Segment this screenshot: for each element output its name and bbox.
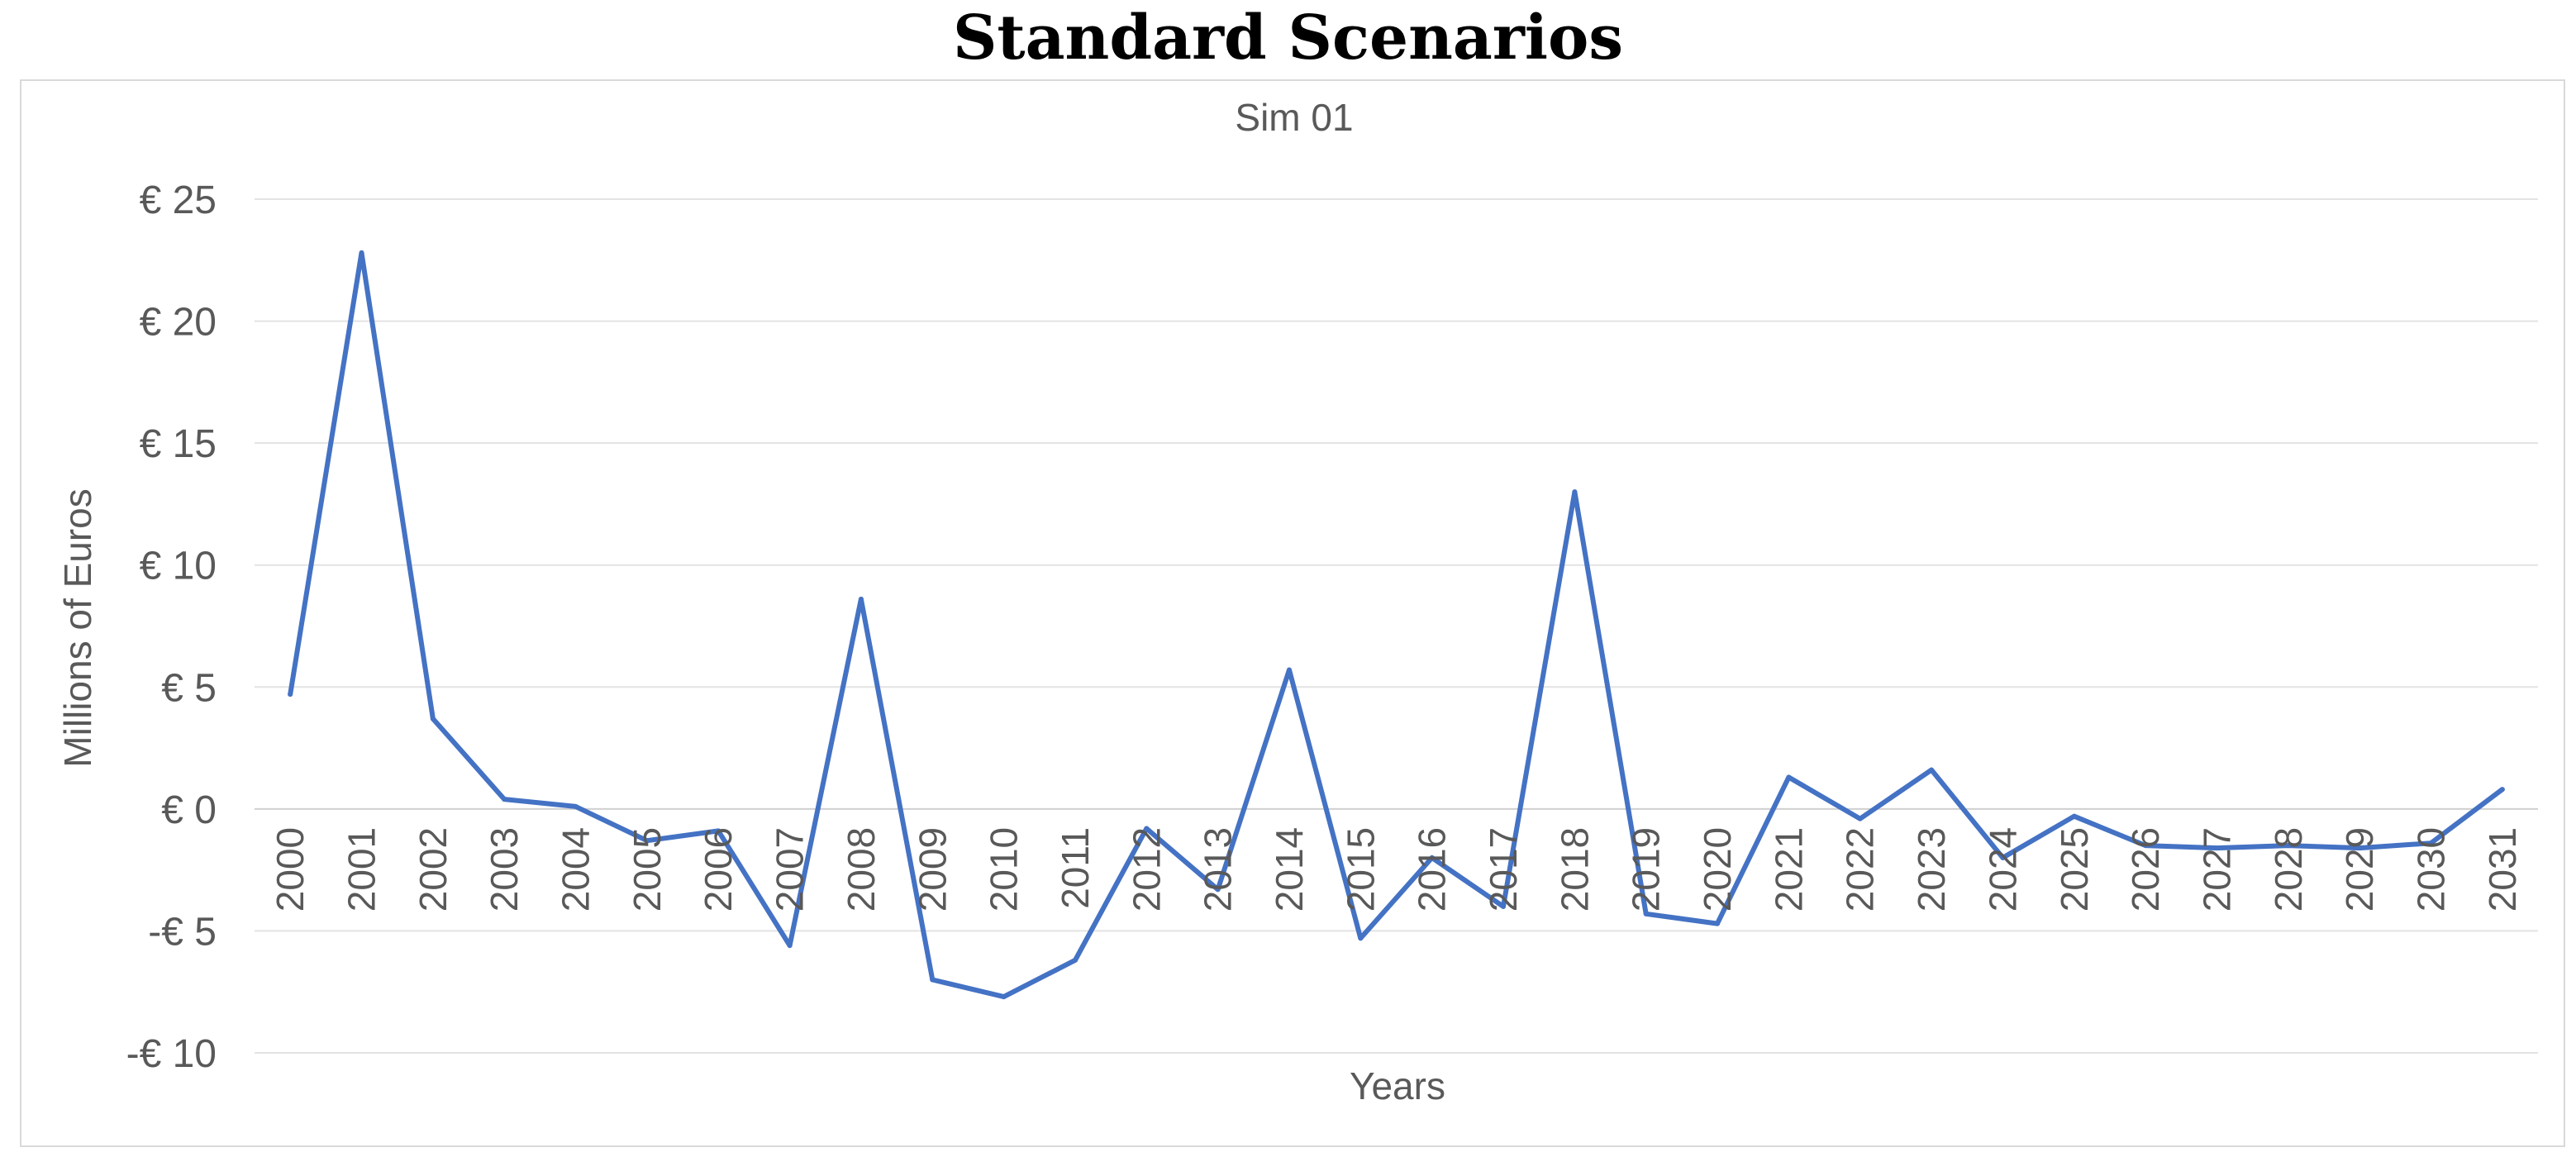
x-tick-label: 2003 bbox=[483, 827, 526, 912]
data-point bbox=[288, 692, 293, 698]
x-tick-label: 2018 bbox=[1553, 827, 1596, 912]
x-tick-label: 2027 bbox=[2195, 827, 2238, 912]
y-tick-label: € 5 bbox=[161, 666, 217, 710]
x-tick-label: 2023 bbox=[1910, 827, 1953, 912]
x-tick-label: 2007 bbox=[769, 827, 812, 912]
y-tick-label: -€ 10 bbox=[126, 1032, 217, 1076]
data-point bbox=[1429, 855, 1435, 860]
x-axis-title: Years bbox=[1350, 1064, 1445, 1107]
data-point bbox=[787, 943, 793, 949]
x-tick-label: 2005 bbox=[626, 827, 669, 912]
data-point bbox=[2285, 843, 2291, 849]
data-point bbox=[1001, 994, 1007, 1000]
y-tick-label: € 15 bbox=[140, 422, 217, 466]
x-tick-label: 2008 bbox=[840, 827, 883, 912]
x-tick-label: 2014 bbox=[1268, 827, 1311, 912]
data-point bbox=[2428, 840, 2434, 846]
x-tick-label: 2001 bbox=[340, 827, 383, 912]
x-tick-label: 2004 bbox=[555, 827, 598, 912]
x-tick-label: 2029 bbox=[2338, 827, 2381, 912]
x-tick-label: 2011 bbox=[1054, 827, 1097, 909]
data-point bbox=[2143, 843, 2149, 849]
data-point bbox=[1286, 667, 1292, 673]
data-point bbox=[2000, 855, 2006, 860]
x-tick-label: 2022 bbox=[1839, 827, 1882, 912]
data-point bbox=[1643, 911, 1649, 917]
gridlines bbox=[255, 198, 2538, 1054]
data-point bbox=[1929, 767, 1935, 773]
chart-frame: € 25 € 20 € 15 € 10 € 5 € 0 -€ 5 -€ 10 2000 2001… bbox=[20, 79, 2565, 1147]
x-tick-label: 2030 bbox=[2409, 827, 2452, 912]
data-point bbox=[1358, 936, 1364, 941]
data-point bbox=[644, 838, 650, 844]
x-tick-label: 2002 bbox=[412, 827, 455, 912]
y-tick-label: € 20 bbox=[140, 301, 217, 345]
series-line bbox=[288, 250, 2505, 1000]
x-tick-label: 2021 bbox=[1767, 827, 1810, 912]
x-tick-label: 2026 bbox=[2124, 827, 2167, 912]
data-point bbox=[716, 828, 721, 834]
data-point bbox=[1072, 957, 1078, 963]
x-tick-label: 2025 bbox=[2053, 827, 2096, 912]
x-tick-label: 2031 bbox=[2481, 827, 2524, 912]
data-point bbox=[1572, 489, 1578, 495]
data-point bbox=[1715, 921, 1721, 926]
x-tick-label: 2012 bbox=[1125, 827, 1168, 912]
page-title: Standard Scenarios bbox=[952, 2, 1623, 74]
data-point bbox=[430, 716, 436, 721]
x-tick-label: 2019 bbox=[1625, 827, 1668, 912]
data-point bbox=[1215, 887, 1221, 893]
x-tick-label: 2009 bbox=[911, 827, 954, 912]
x-tick-label: 2015 bbox=[1339, 827, 1382, 912]
data-point bbox=[573, 803, 579, 809]
x-tick-label: 2020 bbox=[1696, 827, 1739, 912]
series-layer bbox=[288, 250, 2505, 1000]
data-point bbox=[1501, 903, 1507, 909]
y-tick-label: -€ 5 bbox=[148, 910, 217, 954]
x-tick-label: 2010 bbox=[983, 827, 1026, 912]
data-point bbox=[2499, 787, 2505, 793]
line-chart: € 25 € 20 € 15 € 10 € 5 € 0 -€ 5 -€ 10 2000 2001… bbox=[56, 96, 2538, 1107]
data-point bbox=[502, 797, 507, 802]
data-point bbox=[359, 250, 364, 255]
x-tick-label: 2016 bbox=[1411, 827, 1454, 912]
data-point bbox=[1786, 774, 1792, 780]
y-axis-ticks: € 25 € 20 € 15 € 10 € 5 € 0 -€ 5 -€ 10 bbox=[126, 179, 217, 1076]
y-axis-title: Millions of Euros bbox=[56, 488, 99, 767]
y-tick-label: € 0 bbox=[161, 788, 217, 832]
data-point bbox=[1857, 816, 1863, 821]
x-tick-label: 2000 bbox=[269, 827, 312, 912]
x-tick-label: 2028 bbox=[2267, 827, 2310, 912]
x-tick-label: 2017 bbox=[1482, 827, 1525, 912]
x-axis-ticks: 2000 2001 2002 2003 2004 2005 2006 2007 2008 2009… bbox=[269, 827, 2524, 912]
data-point bbox=[858, 597, 864, 602]
y-tick-label: € 25 bbox=[140, 179, 217, 222]
data-point bbox=[2214, 845, 2220, 851]
data-point bbox=[930, 977, 936, 983]
data-point bbox=[2357, 845, 2363, 851]
x-tick-label: 2024 bbox=[1981, 827, 2024, 912]
data-point bbox=[1144, 826, 1150, 831]
data-point bbox=[2071, 813, 2077, 819]
chart-title: Sim 01 bbox=[1235, 96, 1353, 139]
y-tick-label: € 10 bbox=[140, 545, 217, 588]
x-tick-label: 2006 bbox=[697, 827, 740, 912]
x-tick-label: 2013 bbox=[1197, 827, 1240, 912]
